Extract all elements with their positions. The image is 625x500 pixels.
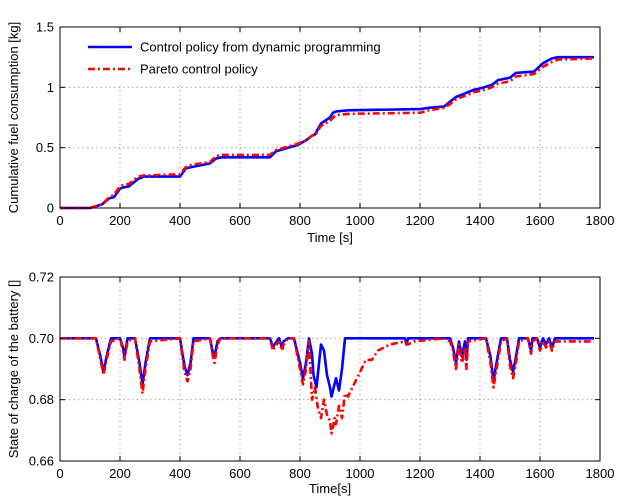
battery-soc-chart: 0 200 400 600 800 1000 1200 1400 1600 1800 0.660.… [6, 270, 614, 497]
y-tick-label: 1 [47, 80, 54, 95]
y-tick-label: 0.66 [29, 454, 54, 469]
y-tick-label: 0.72 [29, 270, 54, 285]
x-tick-label: 1400 [466, 213, 495, 228]
legend-label-dynamic-programming: Control policy from dynamic programming [140, 40, 381, 55]
y-tick-label: 0 [47, 201, 54, 216]
series-line-pareto [60, 336, 594, 435]
x-tick-label: 800 [289, 466, 311, 481]
x-tick-label: 200 [109, 466, 131, 481]
y-ticks: 0.66 0.68 0.70 0.72 [29, 270, 600, 469]
legend: Control policy from dynamic programming … [84, 35, 394, 85]
y-tick-label: 0.70 [29, 331, 54, 346]
series-layer [60, 336, 594, 435]
x-tick-label: 1400 [466, 466, 495, 481]
grid [60, 277, 600, 461]
y-axis-label: State of charge of the battery [] [6, 280, 21, 459]
x-tick-label: 1000 [346, 213, 375, 228]
legend-label-pareto: Pareto control policy [140, 62, 258, 77]
x-tick-label: 400 [169, 466, 191, 481]
x-tick-label: 400 [169, 213, 191, 228]
x-axis-label: Time[s] [309, 481, 351, 496]
plot-frame [59, 276, 601, 462]
x-tick-label: 0 [56, 213, 63, 228]
series-line-pareto [60, 57, 595, 210]
x-tick-label: 1800 [586, 466, 615, 481]
x-tick-label: 600 [229, 213, 251, 228]
x-tick-label: 1200 [406, 213, 435, 228]
x-ticks: 0 200 400 600 800 1000 1200 1400 1600 1800 [56, 27, 614, 228]
y-axis-label: Cumulative fuel consumption [kg] [6, 22, 21, 213]
y-tick-label: 0.68 [29, 392, 54, 407]
series-layer [60, 55, 595, 210]
x-tick-label: 1200 [406, 466, 435, 481]
y-ticks: 0 0.5 1 1.5 [36, 20, 600, 216]
x-tick-label: 200 [109, 213, 131, 228]
fuel-consumption-chart: 0 200 400 600 800 1000 1200 1400 1600 1800 0 0.5 1 1… [6, 20, 614, 246]
x-tick-label: 1600 [526, 466, 555, 481]
x-tick-label: 1800 [586, 213, 615, 228]
plot-frame [59, 26, 601, 209]
grid [60, 27, 600, 208]
x-ticks: 0 200 400 600 800 1000 1200 1400 1600 1800 [56, 277, 614, 481]
x-tick-label: 600 [229, 466, 251, 481]
x-tick-label: 0 [56, 466, 63, 481]
x-tick-label: 1600 [526, 213, 555, 228]
legend-box [84, 35, 394, 85]
x-axis-label: Time [s] [307, 230, 353, 245]
y-tick-label: 1.5 [36, 20, 54, 35]
x-tick-label: 1000 [346, 466, 375, 481]
y-tick-label: 0.5 [36, 140, 54, 155]
x-tick-label: 800 [289, 213, 311, 228]
